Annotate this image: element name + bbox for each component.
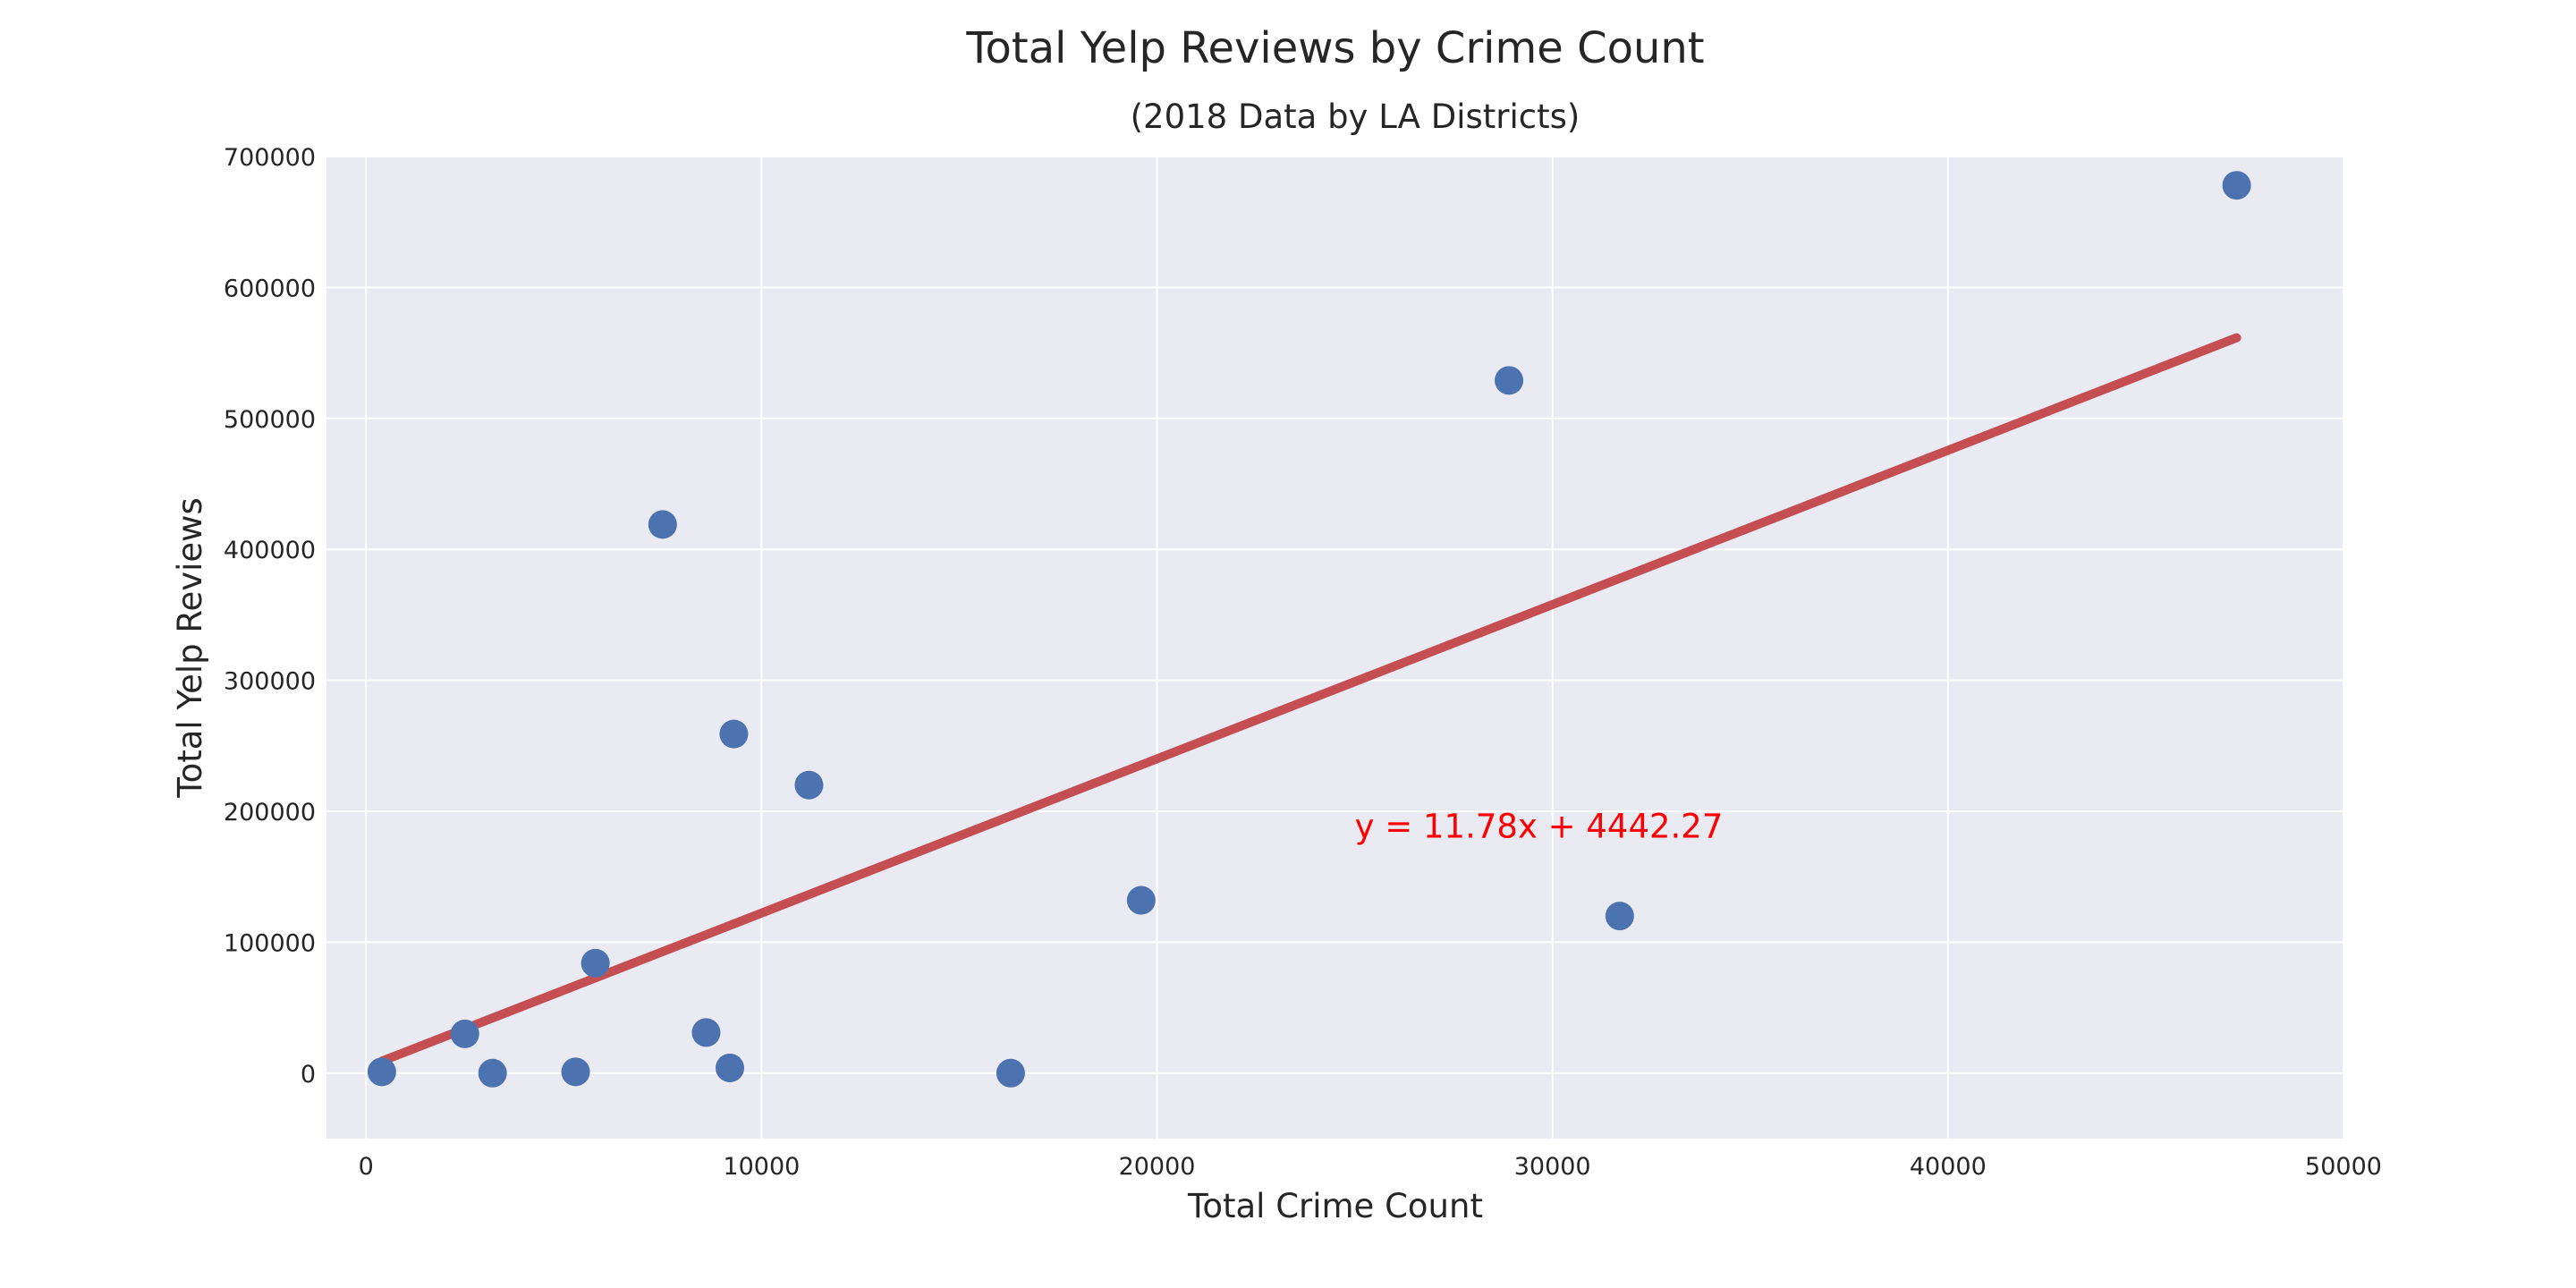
data-point: [450, 1019, 479, 1048]
y-axis-label: Total Yelp Reviews: [171, 497, 209, 798]
x-tick-label: 10000: [723, 1153, 800, 1181]
y-tick-label: 700000: [224, 144, 316, 172]
data-point: [996, 1058, 1025, 1088]
data-point: [719, 719, 749, 749]
data-point: [580, 948, 610, 978]
x-tick-label: 20000: [1119, 1153, 1196, 1181]
data-point: [1605, 902, 1634, 931]
data-point: [561, 1057, 590, 1087]
data-points: [367, 171, 2251, 1088]
y-tick-label: 200000: [224, 799, 316, 826]
data-point: [1495, 366, 1524, 395]
x-axis-label: Total Crime Count: [1187, 1187, 1483, 1225]
x-tick-label: 40000: [1910, 1153, 1987, 1181]
y-tick-label: 600000: [224, 275, 316, 302]
x-tick-label: 0: [359, 1153, 374, 1181]
data-point: [648, 510, 677, 539]
grid-lines: [326, 156, 2344, 1139]
data-point: [2222, 171, 2251, 200]
data-point: [691, 1018, 721, 1047]
tick-labels: 0 10000 20000 30000 40000 5000001000002000003…: [224, 144, 2382, 1181]
regression-line: [377, 333, 2241, 1066]
y-tick-label: 100000: [224, 929, 316, 957]
data-point: [367, 1057, 396, 1087]
data-point: [478, 1058, 507, 1088]
regression-equation: y = 11.78x + 4442.27: [1355, 807, 1724, 845]
chart-subtitle: (2018 Data by LA Districts): [1131, 97, 1580, 136]
x-tick-label: 50000: [2305, 1153, 2382, 1181]
y-tick-label: 400000: [224, 537, 316, 564]
regression-line-layer: [377, 333, 2241, 1066]
plot-area: [326, 157, 2343, 1139]
data-point: [716, 1053, 744, 1082]
x-tick-label: 30000: [1514, 1153, 1591, 1181]
chart-title: Total Yelp Reviews by Crime Count: [965, 23, 1704, 73]
data-point: [794, 770, 824, 800]
data-point: [1126, 886, 1156, 915]
y-tick-label: 300000: [224, 668, 316, 696]
y-tick-label: 500000: [224, 406, 316, 434]
y-tick-label: 0: [301, 1061, 316, 1089]
